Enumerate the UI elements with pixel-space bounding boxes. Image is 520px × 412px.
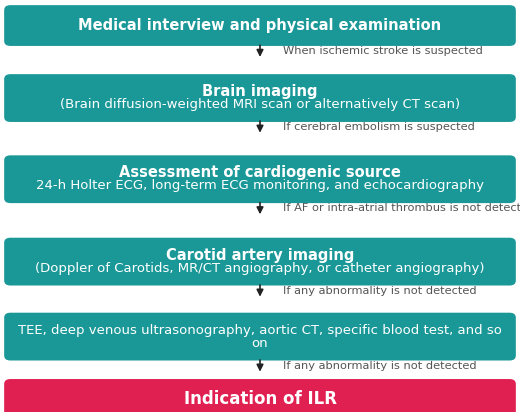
Text: If any abnormality is not detected: If any abnormality is not detected — [283, 286, 477, 296]
FancyBboxPatch shape — [4, 238, 516, 286]
Text: (Brain diffusion-weighted MRI scan or alternatively CT scan): (Brain diffusion-weighted MRI scan or al… — [60, 98, 460, 111]
Text: If AF or intra-atrial thrombus is not detected: If AF or intra-atrial thrombus is not de… — [283, 204, 520, 213]
Text: If cerebral embolism is suspected: If cerebral embolism is suspected — [283, 122, 475, 132]
FancyBboxPatch shape — [4, 74, 516, 122]
Text: (Doppler of Carotids, MR/CT angiography, or catheter angiography): (Doppler of Carotids, MR/CT angiography,… — [35, 262, 485, 275]
Text: Brain imaging: Brain imaging — [202, 84, 318, 99]
FancyBboxPatch shape — [4, 5, 516, 46]
Text: TEE, deep venous ultrasonography, aortic CT, specific blood test, and so: TEE, deep venous ultrasonography, aortic… — [18, 323, 502, 337]
Text: Carotid artery imaging: Carotid artery imaging — [166, 248, 354, 262]
FancyBboxPatch shape — [4, 379, 516, 412]
Text: on: on — [252, 337, 268, 350]
Text: 24-h Holter ECG, long-term ECG monitoring, and echocardiography: 24-h Holter ECG, long-term ECG monitorin… — [36, 179, 484, 192]
Text: Indication of ILR: Indication of ILR — [184, 390, 336, 408]
FancyBboxPatch shape — [4, 313, 516, 360]
FancyBboxPatch shape — [4, 155, 516, 203]
Text: If any abnormality is not detected: If any abnormality is not detected — [283, 361, 477, 371]
Text: Assessment of cardiogenic source: Assessment of cardiogenic source — [119, 165, 401, 180]
Text: Medical interview and physical examination: Medical interview and physical examinati… — [79, 18, 441, 33]
Text: When ischemic stroke is suspected: When ischemic stroke is suspected — [283, 46, 483, 56]
